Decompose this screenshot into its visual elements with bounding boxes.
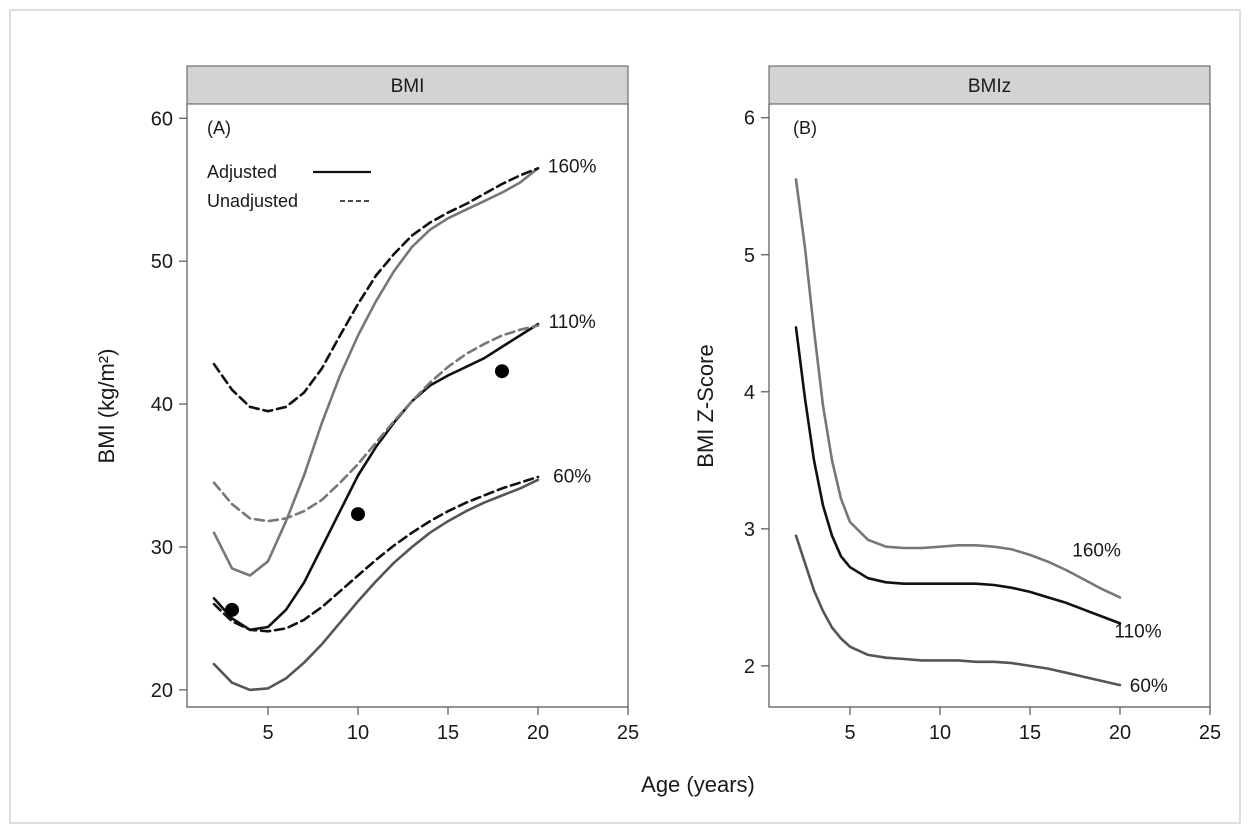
y-tick-label-bmiz-3: 3 <box>744 519 755 541</box>
series-line-bmi-110pct <box>212 322 540 632</box>
x-tick-label-bmi-10: 10 <box>347 722 369 744</box>
x-tick-label-bmiz-25: 25 <box>1199 722 1221 744</box>
strip-bmi <box>186 65 629 105</box>
strip-bmiz <box>768 65 1211 105</box>
series-line-bmi-160pct <box>212 167 540 577</box>
strip-title-bmi: BMI <box>391 76 425 97</box>
x-axis-title: Age (years) <box>641 772 755 797</box>
axes-frame-bmi <box>186 104 629 708</box>
x-tick-label-bmi-20: 20 <box>527 722 549 744</box>
x-tick-label-bmiz-15: 15 <box>1019 722 1041 744</box>
y-tick-label-bmi-50: 50 <box>151 251 173 273</box>
legend-bmi: Adjusted Unadjusted <box>207 162 371 211</box>
legend-label-unadjusted: Unadjusted <box>207 191 298 211</box>
series-line-bmiz-60pct <box>794 534 1122 687</box>
strip-title-bmiz: BMIz <box>968 76 1011 97</box>
panel-bmi: BMI (A) BMI (kg/m²) Adjusted Unadjusted … <box>94 65 639 744</box>
y-tick-label-bmiz-5: 5 <box>744 245 755 267</box>
axes-frame-bmiz <box>768 104 1211 708</box>
y-axis-title-bmiz: BMI Z-Score <box>693 344 718 467</box>
panel-tag-b: (B) <box>793 118 817 138</box>
curve-label-bmiz-60pct: 60% <box>1130 676 1168 697</box>
y-tick-label-bmiz-4: 4 <box>744 382 755 404</box>
y-tick-label-bmi-60: 60 <box>151 108 173 130</box>
figure-frame <box>9 9 1241 824</box>
series-line-bmi-60pct <box>212 478 540 692</box>
data-point-bmi-3 <box>495 364 509 379</box>
series-line-bmi-60pct-unadjusted <box>212 475 540 633</box>
series-line-bmi-110pct-unadjusted <box>212 324 540 523</box>
series-line-bmiz-110pct <box>794 326 1122 625</box>
y-tick-label-bmi-20: 20 <box>151 680 173 702</box>
y-tick-label-bmiz-6: 6 <box>744 108 755 130</box>
curve-label-bmi-160pct: 160% <box>548 156 597 177</box>
data-point-bmi-2 <box>351 507 365 522</box>
x-tick-label-bmi-15: 15 <box>437 722 459 744</box>
y-tick-label-bmi-40: 40 <box>151 394 173 416</box>
x-tick-label-bmi-5: 5 <box>262 722 273 744</box>
y-tick-label-bmi-30: 30 <box>151 537 173 559</box>
data-point-bmi-1 <box>225 602 239 617</box>
series-line-bmiz-160pct <box>794 178 1122 599</box>
x-tick-label-bmi-25: 25 <box>617 722 639 744</box>
y-tick-label-bmiz-2: 2 <box>744 656 755 678</box>
curve-label-bmiz-160pct: 160% <box>1072 540 1121 561</box>
curve-label-bmiz-110pct: 110% <box>1114 621 1161 642</box>
series-line-bmi-160pct-unadjusted <box>212 167 540 413</box>
panel-tag-a: (A) <box>207 118 231 138</box>
legend-label-adjusted: Adjusted <box>207 162 277 182</box>
curve-label-bmi-60pct: 60% <box>553 467 591 488</box>
y-axis-title-bmi: BMI (kg/m²) <box>94 349 119 464</box>
curve-label-bmi-110pct: 110% <box>549 312 596 333</box>
x-tick-label-bmiz-5: 5 <box>844 722 855 744</box>
x-tick-label-bmiz-20: 20 <box>1109 722 1131 744</box>
x-tick-label-bmiz-10: 10 <box>929 722 951 744</box>
panel-bmiz: BMIz (B) BMI Z-Score 5 10 15 20 25 2 3 4 5 6 160%… <box>693 65 1221 744</box>
